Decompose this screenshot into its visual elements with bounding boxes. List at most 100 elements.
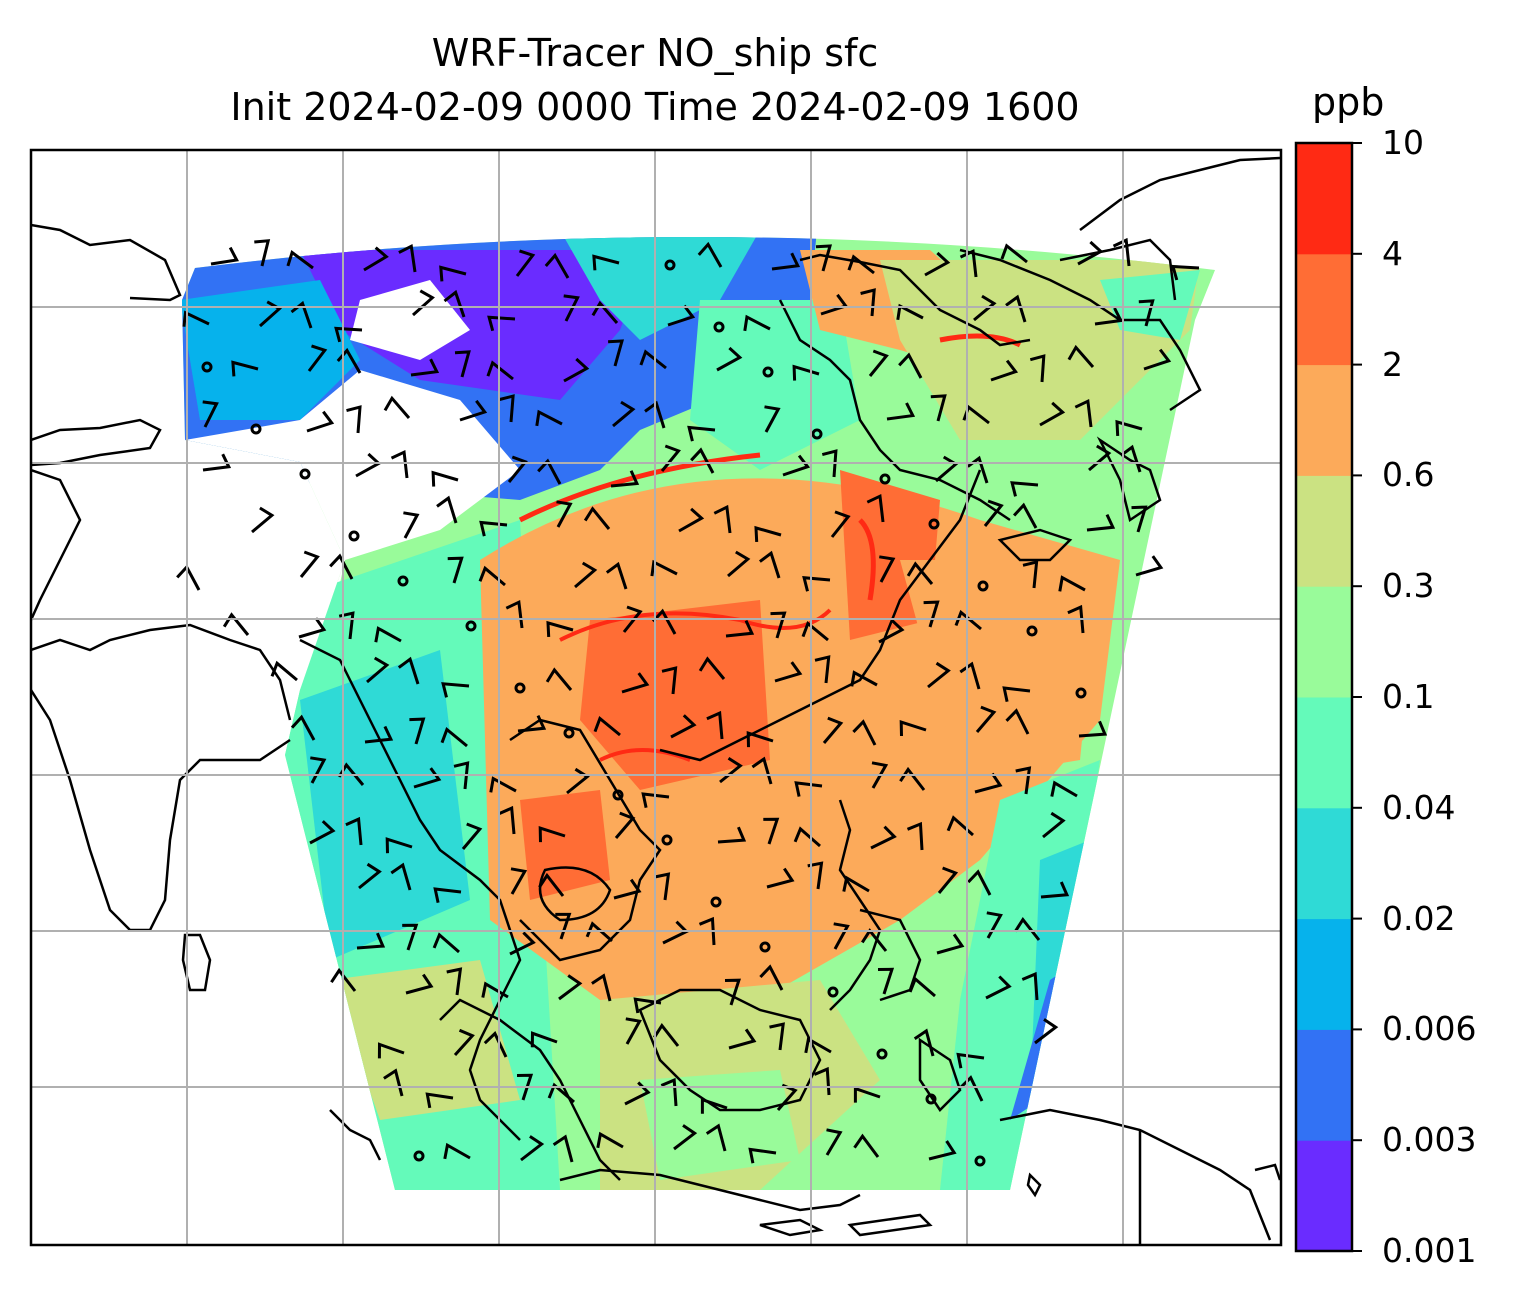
wind-barb xyxy=(259,300,282,328)
colorbar-tick-label: 4 xyxy=(1382,233,1403,273)
wind-barb xyxy=(624,1081,651,1106)
wind-barb xyxy=(366,656,390,684)
calm-wind-marker xyxy=(1026,625,1038,637)
wind-barb xyxy=(254,239,271,267)
wind-barb xyxy=(251,506,275,534)
wind-barb xyxy=(390,862,412,891)
wind-barb xyxy=(899,766,926,791)
wind-barb xyxy=(447,556,464,584)
wind-barb xyxy=(868,349,889,377)
wind-barb xyxy=(774,661,803,683)
wind-barb xyxy=(398,244,417,273)
wind-barb xyxy=(1012,502,1038,529)
wind-barb xyxy=(622,605,643,633)
wind-barb xyxy=(954,609,982,631)
wind-barb xyxy=(585,921,613,943)
colorbar-tick-label: 0.003 xyxy=(1382,1120,1477,1160)
wind-barb xyxy=(678,507,705,533)
wind-barb xyxy=(613,878,642,900)
wind-barb xyxy=(825,1128,843,1156)
colorbar-frame xyxy=(1294,141,1354,1253)
wind-barb xyxy=(334,326,363,343)
wind-barb xyxy=(1010,481,1039,497)
wind-barb xyxy=(443,289,466,318)
wind-barb xyxy=(719,756,743,784)
wind-barb xyxy=(610,470,640,488)
wind-barb xyxy=(498,805,516,835)
wind-barb xyxy=(766,867,795,889)
wind-barb xyxy=(913,1028,935,1057)
wind-barb xyxy=(1040,881,1070,899)
wind-barb xyxy=(592,254,620,271)
wind-barb xyxy=(804,1036,832,1054)
wind-barb xyxy=(1022,560,1039,589)
calm-wind-marker xyxy=(759,941,771,953)
wind-barb xyxy=(1029,354,1046,383)
wind-barb xyxy=(748,1147,777,1164)
wind-barb xyxy=(974,772,1003,794)
wind-barb xyxy=(566,767,590,795)
wind-barb xyxy=(899,720,927,737)
calm-wind-marker xyxy=(250,423,262,435)
wind-barb xyxy=(507,455,528,483)
wind-barb xyxy=(1094,307,1124,326)
wind-barb xyxy=(329,553,354,580)
wind-barb xyxy=(705,1123,727,1152)
wind-barb xyxy=(793,826,821,848)
wind-barb xyxy=(728,1028,757,1050)
colorbar-segment xyxy=(1296,586,1352,698)
wind-barb xyxy=(556,500,573,528)
wind-barb xyxy=(937,866,959,894)
wind-barb xyxy=(667,304,696,327)
wind-barb xyxy=(535,409,563,427)
colorbar-tick-label: 0.04 xyxy=(1382,787,1456,827)
wind-barb xyxy=(612,400,636,428)
wind-barb xyxy=(1131,505,1148,533)
wind-barb xyxy=(706,710,724,740)
wind-barb xyxy=(443,1142,471,1160)
wind-barb xyxy=(337,762,365,786)
wind-barb xyxy=(687,425,716,442)
wind-barb xyxy=(930,394,947,422)
wind-barb xyxy=(1058,575,1086,592)
wind-barb xyxy=(807,861,824,890)
colorbar-tick-label: 0.3 xyxy=(1382,566,1435,606)
wind-barb xyxy=(928,1140,957,1161)
wind-barb xyxy=(725,619,755,638)
wind-barb xyxy=(1015,766,1032,795)
calm-wind-marker xyxy=(514,682,526,694)
colorbar-segment xyxy=(1296,697,1352,809)
wind-barb xyxy=(908,976,936,998)
wind-barb xyxy=(801,621,829,642)
wind-barb xyxy=(771,252,801,271)
wind-barb xyxy=(202,400,219,428)
wind-barb xyxy=(990,359,1019,382)
colorbar-tick-label: 0.006 xyxy=(1382,1009,1477,1049)
calm-wind-marker xyxy=(664,259,676,271)
wind-barb xyxy=(879,555,896,583)
wind-barb xyxy=(425,1092,454,1109)
wind-barb xyxy=(336,347,362,374)
wind-barb xyxy=(956,1052,985,1069)
wind-barb xyxy=(927,661,951,689)
wind-barb xyxy=(713,504,732,534)
wind-barb xyxy=(454,350,471,378)
wind-barb xyxy=(546,620,574,637)
wind-barb xyxy=(583,506,611,530)
wind-barb xyxy=(537,458,562,485)
wind-barb xyxy=(605,561,628,590)
wind-barb xyxy=(231,360,259,377)
wind-barb xyxy=(383,395,411,419)
wind-barb xyxy=(563,294,580,322)
wind-barb xyxy=(842,875,870,893)
wind-barb xyxy=(517,714,547,733)
wind-barb xyxy=(673,1124,698,1151)
wind-barb xyxy=(432,932,460,954)
wind-barb xyxy=(520,1135,545,1162)
wind-barb xyxy=(700,1097,728,1114)
wind-barb xyxy=(436,495,458,524)
wind-barb xyxy=(307,344,328,372)
wind-barb xyxy=(633,997,662,1014)
wind-barb xyxy=(345,816,363,846)
wind-barb xyxy=(759,964,784,991)
